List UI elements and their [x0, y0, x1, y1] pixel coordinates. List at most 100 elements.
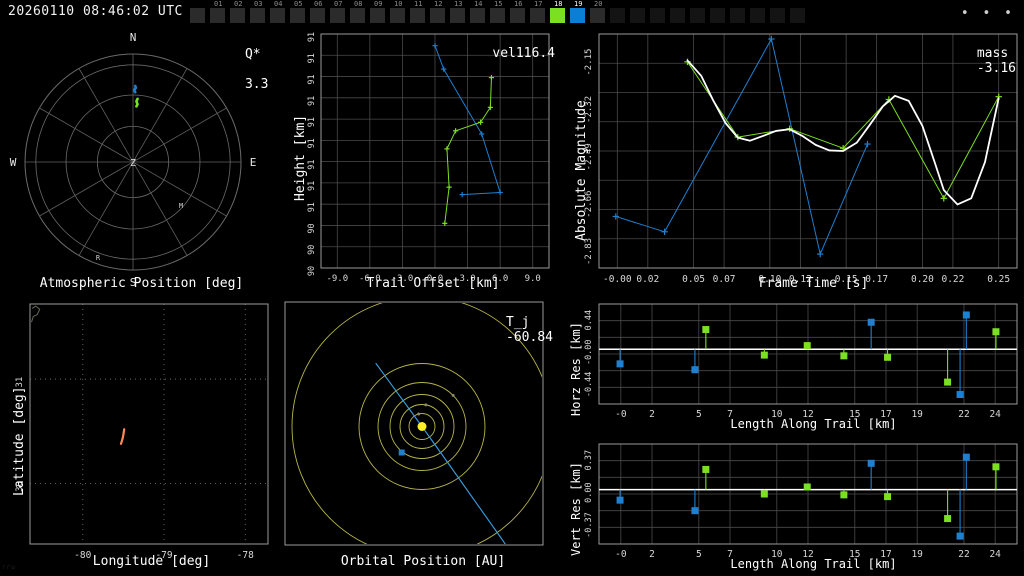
atmospheric-position-plot[interactable]: N E S W Z M R — [0, 26, 283, 296]
frame-tab-x28[interactable] — [750, 1, 770, 25]
frame-tab-label: 17 — [534, 0, 543, 8]
frame-tab-label: 13 — [454, 0, 463, 8]
ht-ytick: 91 — [307, 32, 317, 42]
orbital-position-plot[interactable] — [283, 296, 563, 576]
frame-tab-18[interactable]: 18 — [550, 0, 570, 25]
trail-offset-xlabel: Trail Offset [km] — [366, 276, 500, 291]
frame-tab-x29[interactable] — [770, 1, 790, 25]
vertical-residuals-xtick: 2 — [649, 549, 655, 560]
vertical-residuals-marker-blue — [691, 507, 699, 515]
vertical-residuals-xtick: 5 — [696, 549, 702, 560]
mag-point — [768, 35, 775, 43]
horizontal-residuals-marker-green — [840, 352, 848, 360]
horizontal-residuals-gridlines — [599, 303, 1017, 405]
ground-track-plot[interactable]: -80 -79 -78 31 30 — [0, 296, 283, 576]
tisserand-label: T_j — [506, 315, 530, 330]
vertical-residuals-xtick: 15 — [849, 549, 860, 560]
ll-ground-trail — [119, 428, 126, 445]
frame-tab-swatch — [610, 8, 625, 23]
frame-tab-09[interactable]: 09 — [370, 0, 390, 25]
ht-point — [478, 119, 484, 125]
frame-tab-x27[interactable] — [730, 1, 750, 25]
vertical-residuals-xtick: 12 — [802, 549, 813, 560]
height-trail-offset-plot[interactable]: -9.0 -6.0 -3.0 0.0 3.0 6.0 9.0 90 90 90 91 91 91 91 91… — [283, 26, 563, 296]
frame-tab-14[interactable]: 14 — [470, 0, 490, 25]
frame-tab-16[interactable]: 16 — [510, 0, 530, 25]
mag-frame — [598, 33, 1018, 269]
quality-value: 3.3 — [244, 77, 269, 92]
frame-tab-x21[interactable] — [610, 1, 630, 25]
frame-tab-label: 09 — [374, 0, 383, 8]
orbit-ring — [408, 413, 436, 440]
mass-value: -3.16 — [976, 61, 1016, 76]
mag-series-blue — [615, 38, 868, 255]
horizontal-residuals-marker-green — [992, 328, 1000, 336]
frame-tab-11[interactable]: 11 — [410, 0, 430, 25]
frame-tab-04[interactable]: 04 — [270, 0, 290, 25]
frame-tab-swatch — [770, 8, 785, 23]
frame-tab-x22[interactable] — [630, 1, 650, 25]
frame-tab-02[interactable]: 02 — [230, 0, 250, 25]
vertical-residuals-xtick: 19 — [911, 549, 923, 560]
frame-tab-swatch — [450, 8, 465, 23]
frame-tab-x25[interactable] — [690, 1, 710, 25]
ht-ytick: 90 — [307, 245, 317, 255]
frame-tab-20[interactable]: 20 — [590, 0, 610, 25]
frame-tab-label: 07 — [334, 0, 343, 8]
frame-tab-07[interactable]: 07 — [330, 0, 350, 25]
frame-tab-swatch — [690, 8, 705, 23]
vertical-residuals-marker-blue — [962, 453, 970, 461]
ht-ytick: 91 — [307, 96, 317, 106]
vertical-residuals-ytick: -0.37 — [584, 512, 594, 538]
frame-tab-08[interactable]: 08 — [350, 0, 370, 25]
frame-tab-swatch — [550, 8, 565, 23]
frame-tab-x24[interactable] — [670, 1, 690, 25]
vertical-residuals-xtick: 24 — [989, 549, 1001, 560]
frame-tab-12[interactable]: 12 — [430, 0, 450, 25]
ht-xtick: -9.0 — [326, 274, 348, 284]
horizontal-residuals-marker-blue — [956, 391, 964, 399]
meteoroid-trajectory — [375, 362, 506, 544]
frame-tab-label: 18 — [554, 0, 563, 8]
tisserand-annotation: T_j -60.84 — [459, 300, 553, 360]
frame-tab-03[interactable]: 03 — [250, 0, 270, 25]
frame-tab-label: 12 — [434, 0, 443, 8]
ht-xtick: -6.0 — [359, 274, 381, 284]
frame-tab-17[interactable]: 17 — [530, 0, 550, 25]
frame-tab-05[interactable]: 05 — [290, 0, 310, 25]
horz-res-xlabel: Length Along Trail [km] — [730, 417, 897, 431]
frame-tab-x26[interactable] — [710, 1, 730, 25]
ht-point — [488, 75, 495, 81]
mag-point — [612, 213, 619, 220]
frame-tab-x0[interactable] — [190, 1, 210, 25]
orbit-ring — [291, 303, 542, 544]
mag-xtick: 0.15 — [835, 274, 858, 285]
frame-tab-01[interactable]: 01 — [210, 0, 230, 25]
frame-tab-label: 03 — [254, 0, 263, 8]
frame-tab-19[interactable]: 19 — [570, 0, 590, 25]
horizontal-residuals-plot[interactable]: -0 2 5 7 10 12 15 17 19 22 24 0.44 -0.00 -0.44 — [563, 296, 1024, 436]
frame-tab-06[interactable]: 06 — [310, 0, 330, 25]
frame-tab-swatch — [290, 8, 305, 23]
frame-tab-swatch — [330, 8, 345, 23]
frame-tab-swatch — [230, 8, 245, 23]
frame-tab-swatch — [710, 8, 725, 23]
vertical-residuals-marker-blue — [956, 532, 964, 540]
frame-tab-x23[interactable] — [650, 1, 670, 25]
overflow-menu-icon[interactable]: • • • — [960, 6, 1015, 21]
vertical-residuals-xtick: 7 — [727, 549, 733, 560]
absolute-magnitude-plot[interactable]: -0.00 0.02 0.05 0.07 0.10 0.12 0.15 0.17 0.20 0.2… — [563, 26, 1024, 296]
ground-track-panel: -80 -79 -78 31 30 Longitude [deg] Latitude [… — [0, 296, 283, 576]
frame-tab-x30[interactable] — [790, 1, 810, 25]
frame-tab-label: 19 — [574, 0, 583, 8]
frame-tab-10[interactable]: 10 — [390, 0, 410, 25]
frame-tab-13[interactable]: 13 — [450, 0, 470, 25]
vertical-residuals-xtick: 10 — [771, 549, 783, 560]
quality-annotation: Q* 3.3 — [198, 32, 268, 107]
mag-xtick: -0.00 — [603, 274, 632, 285]
horizontal-residuals-xtick: 24 — [989, 409, 1001, 420]
station-label-r: R — [96, 254, 101, 262]
vertical-residuals-plot[interactable]: -0 2 5 7 10 12 15 17 19 22 24 0.37 0.00 -0.37 — [563, 436, 1024, 576]
frame-tab-15[interactable]: 15 — [490, 0, 510, 25]
